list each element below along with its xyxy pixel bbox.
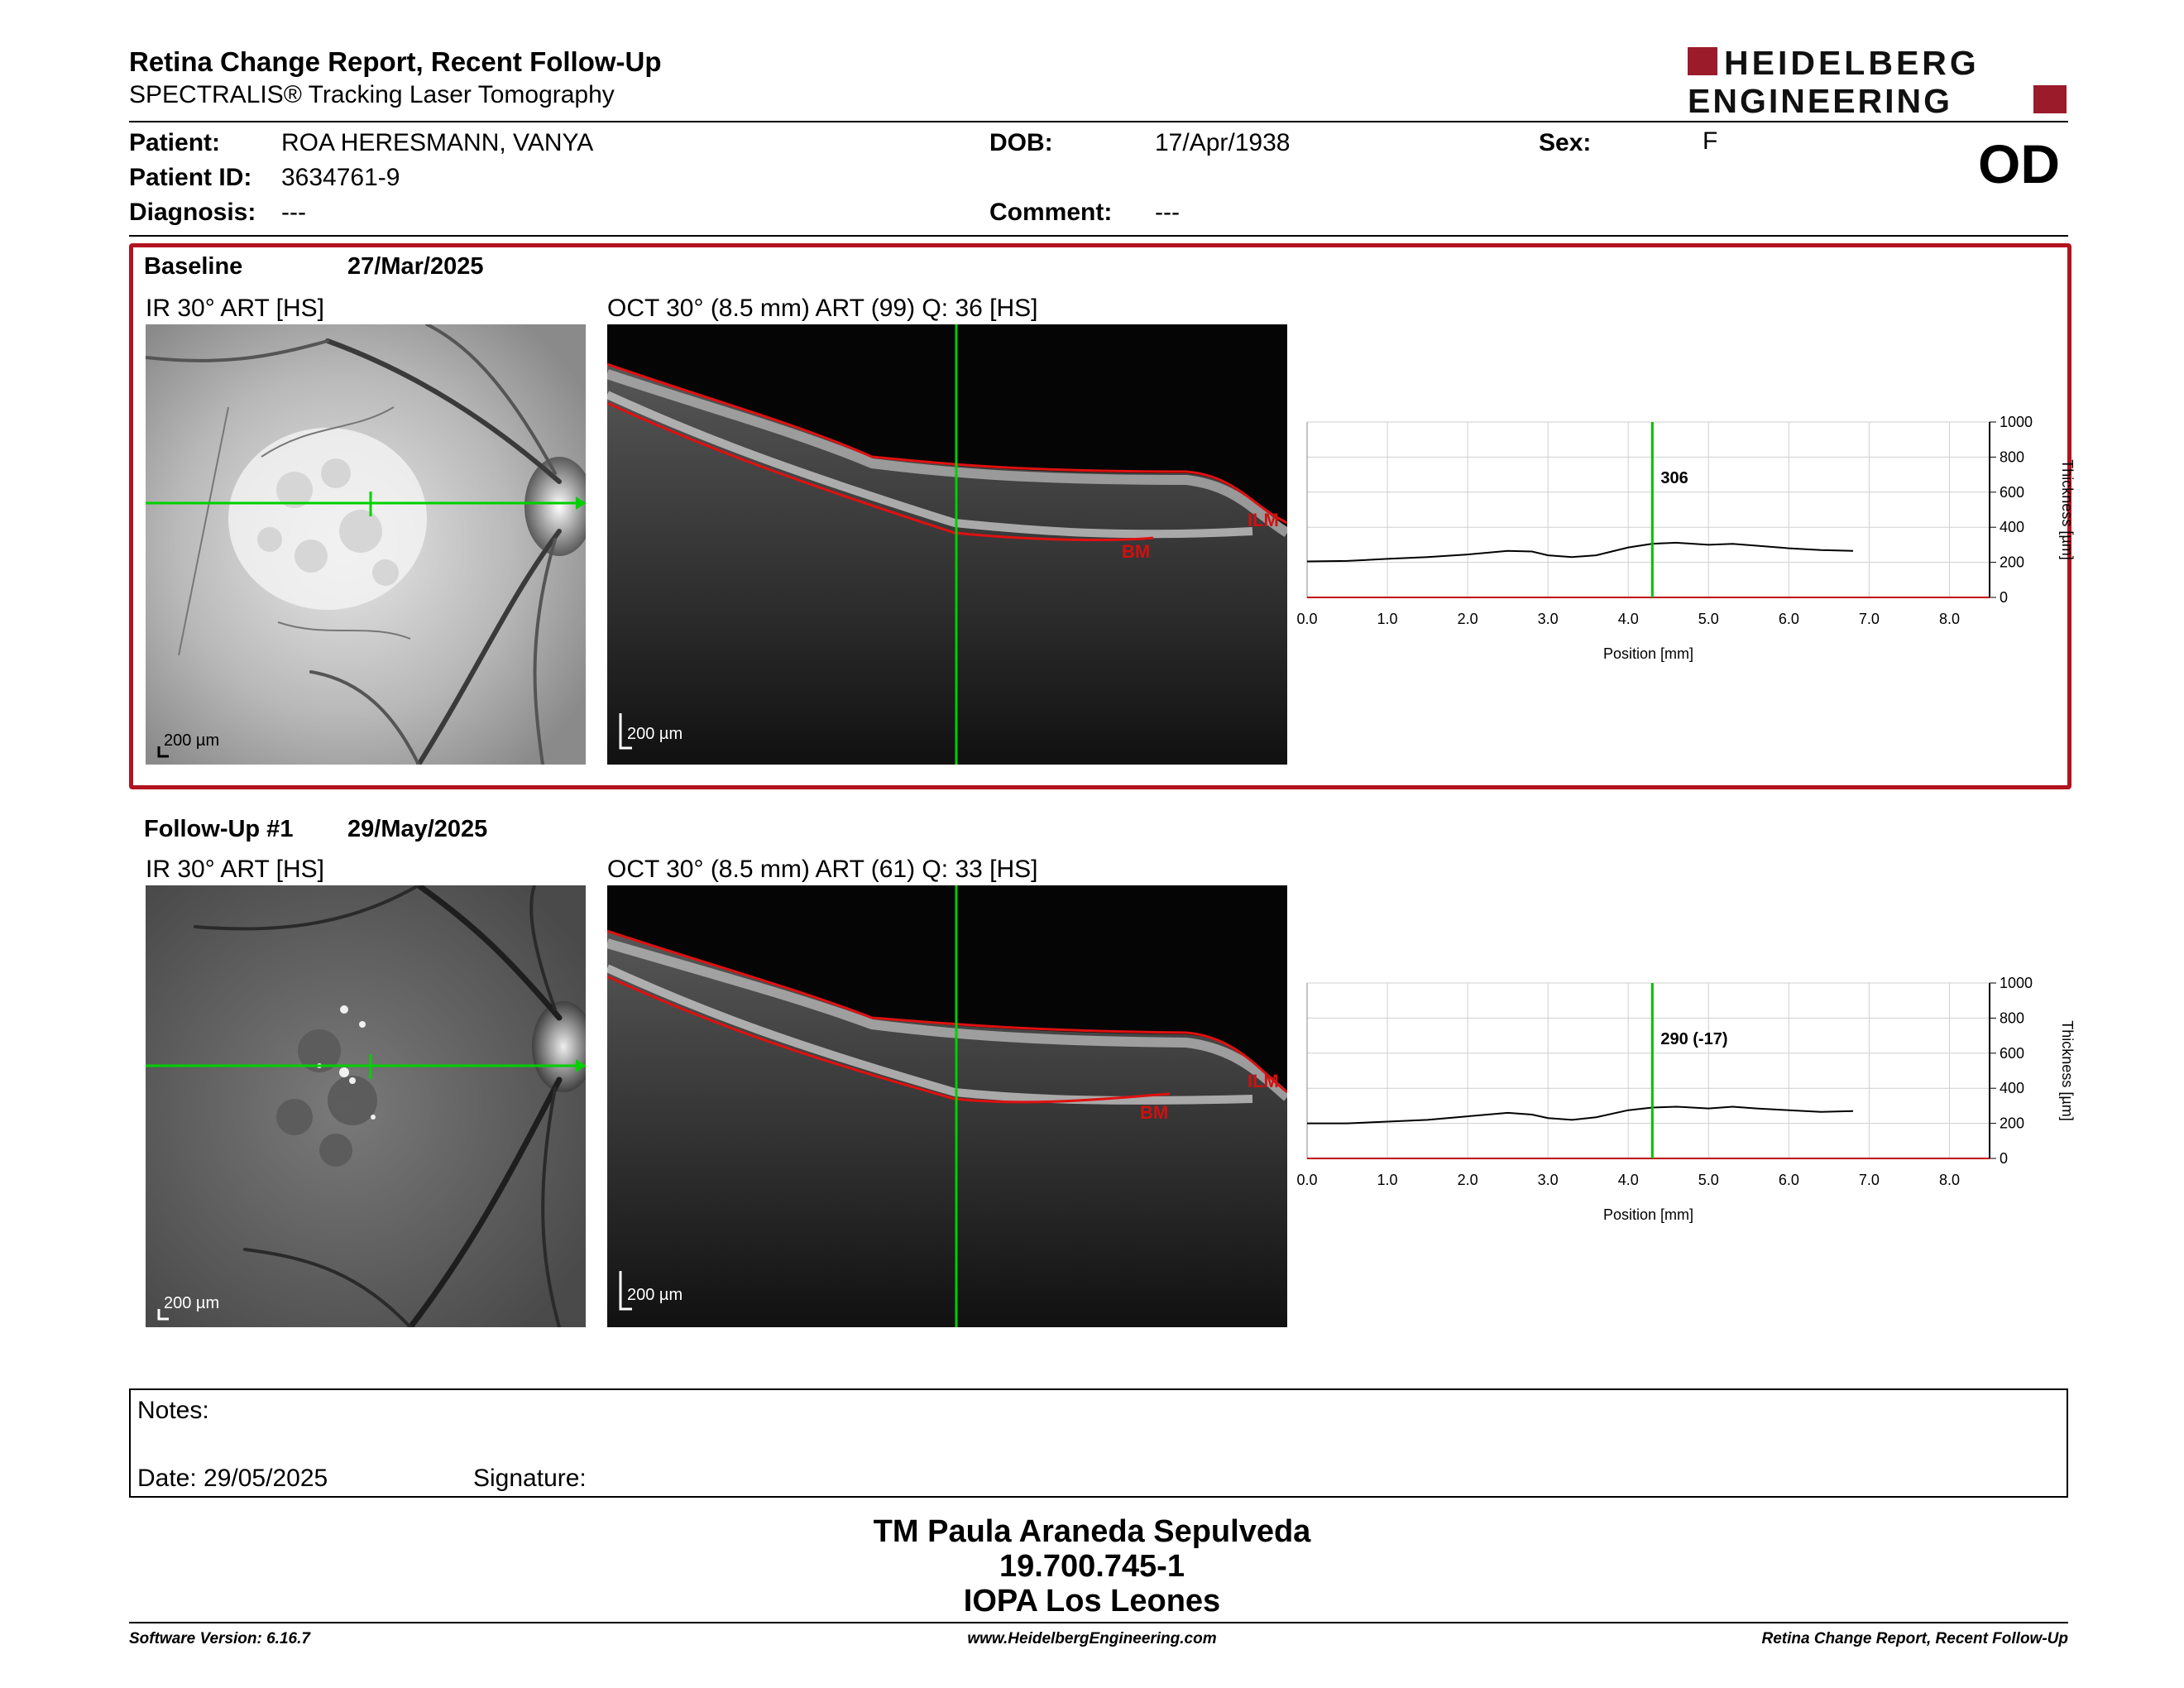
heidelberg-logo: HEIDELBERG ENGINEERING <box>1688 44 2068 120</box>
baseline-oct-scale: 200 µm <box>627 725 683 743</box>
y-tick-label: 0 <box>2000 1150 2008 1167</box>
svg-text:ENGINEERING: ENGINEERING <box>1688 82 1952 116</box>
eye-indicator: OD <box>1978 133 2060 194</box>
x-tick-label: 8.0 <box>1939 611 1960 627</box>
signatory-institution: IOPA Los Leones <box>963 1584 1221 1618</box>
baseline-oct-image[interactable]: ILM BM 200 µm <box>607 324 1287 765</box>
x-tick-label: 4.0 <box>1618 611 1639 627</box>
baseline-frame <box>129 243 2071 789</box>
baseline-ir-image[interactable]: 200 µm <box>146 324 586 765</box>
dob-label: DOB: <box>989 129 1053 156</box>
followup-oct-caption: OCT 30° (8.5 mm) ART (61) Q: 33 [HS] <box>607 856 1038 883</box>
x-tick-label: 4.0 <box>1618 1172 1639 1188</box>
footer-software-version: Software Version: 6.16.7 <box>129 1630 310 1647</box>
followup-ir-caption: IR 30° ART [HS] <box>146 856 324 883</box>
y-tick-label: 400 <box>2000 519 2024 535</box>
x-tick-label: 7.0 <box>1859 1172 1880 1188</box>
baseline-oct-caption: OCT 30° (8.5 mm) ART (99) Q: 36 [HS] <box>607 295 1038 322</box>
baseline-bm-label: BM <box>1122 541 1151 562</box>
diagnosis-label: Diagnosis: <box>129 199 256 226</box>
y-tick-label: 1000 <box>2000 975 2033 991</box>
y-tick-label: 400 <box>2000 1080 2024 1096</box>
y-axis-label: Thickness [µm] <box>2059 1020 2076 1120</box>
baseline-thickness-chart: 0 200 400 600 800 1000 0.0 1.0 2.0 3.0 4.0 5.0 6.0 7.… <box>1296 414 2076 662</box>
y-tick-label: 800 <box>2000 448 2024 465</box>
x-tick-label: 6.0 <box>1779 1172 1799 1188</box>
followup-thickness-chart: 0 200 400 600 800 1000 0.0 1.0 2.0 3.0 4.0 5.0 6.0 7.… <box>1296 975 2076 1223</box>
notes-date: Date: 29/05/2025 <box>137 1465 328 1492</box>
dob-value: 17/Apr/1938 <box>1155 129 1291 156</box>
patient-id: 3634761-9 <box>281 164 400 191</box>
signatory-id: 19.700.745-1 <box>999 1549 1185 1584</box>
baseline-date: 27/Mar/2025 <box>347 253 484 280</box>
x-tick-label: 1.0 <box>1377 1172 1398 1188</box>
baseline-ilm-label: ILM <box>1248 510 1279 530</box>
comment-value: --- <box>1155 199 1180 226</box>
x-tick-label: 1.0 <box>1377 611 1398 627</box>
diagnosis-value: --- <box>281 199 306 226</box>
y-tick-label: 600 <box>2000 484 2024 501</box>
followup-ir-scale: 200 µm <box>164 1294 220 1312</box>
followup-label: Follow-Up #1 <box>144 816 294 842</box>
footer-url[interactable]: www.HeidelbergEngineering.com <box>967 1630 1217 1647</box>
y-tick-label: 1000 <box>2000 414 2033 430</box>
svg-text:HEIDELBERG: HEIDELBERG <box>1724 45 1980 82</box>
x-tick-label: 0.0 <box>1296 1172 1317 1188</box>
x-tick-label: 5.0 <box>1698 1172 1719 1188</box>
report-subtitle: SPECTRALIS® Tracking Laser Tomography <box>129 81 615 108</box>
x-tick-label: 3.0 <box>1538 611 1559 627</box>
footer-report-name: Retina Change Report, Recent Follow-Up <box>1761 1630 2068 1647</box>
signatory-name: TM Paula Araneda Sepulveda <box>873 1514 1311 1549</box>
signature-label: Signature: <box>473 1465 587 1492</box>
patient-name: ROA HERESMANN, VANYA <box>281 129 594 156</box>
thickness-series-line <box>1306 541 1854 563</box>
cursor-value-label: 290 (-17) <box>1660 1030 1727 1048</box>
followup-ir-image[interactable]: 200 µm <box>146 885 586 1327</box>
followup-bm-label: BM <box>1140 1102 1169 1123</box>
notes-box[interactable]: Notes: Date: 29/05/2025 Signature: <box>129 1388 2068 1498</box>
baseline-label: Baseline <box>144 253 243 280</box>
x-axis-label: Position [mm] <box>1603 645 1693 662</box>
x-tick-label: 2.0 <box>1458 1172 1478 1188</box>
cursor-value-label: 306 <box>1660 469 1688 487</box>
patient-label: Patient: <box>129 129 221 156</box>
sex-label: Sex: <box>1539 129 1592 156</box>
x-tick-label: 8.0 <box>1939 1172 1960 1188</box>
patient-id-label: Patient ID: <box>129 164 252 191</box>
x-tick-label: 7.0 <box>1859 611 1880 627</box>
x-tick-label: 3.0 <box>1538 1172 1559 1188</box>
followup-date: 29/May/2025 <box>347 816 488 842</box>
x-tick-label: 5.0 <box>1698 611 1719 627</box>
x-tick-label: 0.0 <box>1296 611 1317 627</box>
followup-ilm-label: ILM <box>1248 1071 1279 1091</box>
x-axis-label: Position [mm] <box>1603 1206 1693 1223</box>
y-tick-label: 800 <box>2000 1009 2024 1026</box>
y-tick-label: 200 <box>2000 1115 2024 1132</box>
y-axis-label: Thickness [µm] <box>2059 459 2076 559</box>
y-tick-label: 200 <box>2000 554 2024 571</box>
thickness-series-line <box>1307 1105 1854 1125</box>
x-tick-label: 2.0 <box>1458 611 1478 627</box>
report-title: Retina Change Report, Recent Follow-Up <box>129 46 662 77</box>
baseline-ir-caption: IR 30° ART [HS] <box>146 295 324 322</box>
followup-oct-scale: 200 µm <box>627 1286 683 1304</box>
notes-label: Notes: <box>137 1397 209 1424</box>
x-tick-label: 6.0 <box>1779 611 1799 627</box>
baseline-ir-scale: 200 µm <box>164 731 220 750</box>
followup-oct-image[interactable]: ILM BM 200 µm <box>607 885 1287 1327</box>
y-tick-label: 0 <box>2000 589 2008 606</box>
comment-label: Comment: <box>989 199 1113 226</box>
y-tick-label: 600 <box>2000 1045 2024 1062</box>
sex-value: F <box>1703 127 1718 155</box>
